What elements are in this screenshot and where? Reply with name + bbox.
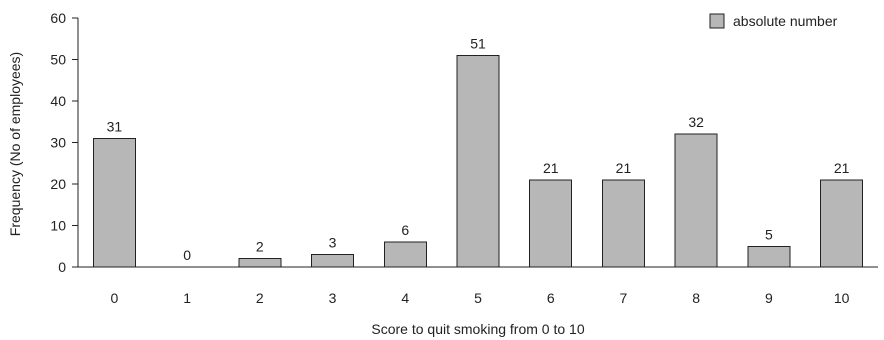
- data-label: 5: [765, 226, 773, 242]
- data-label: 21: [616, 160, 632, 176]
- legend: absolute number: [709, 13, 838, 29]
- bar: [456, 54, 500, 268]
- plot-area: 0 10 20 30 40 50 60 31 0 0 1 2 2 3 3 6 4 51 5 21 6 21 7 32 8 5 9 21…: [50, 10, 878, 306]
- data-label: 32: [688, 114, 704, 130]
- data-label: 3: [329, 235, 337, 251]
- x-tick-label: 0: [110, 290, 118, 306]
- legend-label: absolute number: [733, 13, 838, 29]
- bar: [238, 258, 282, 268]
- x-tick-label: 7: [620, 290, 628, 306]
- y-tick-label: 0: [58, 259, 66, 275]
- x-tick-label: 1: [183, 290, 191, 306]
- data-label: 51: [470, 35, 486, 51]
- x-tick-label: 10: [834, 290, 850, 306]
- y-tick-label: 40: [50, 93, 66, 109]
- bar: [529, 179, 573, 268]
- x-tick-label: 5: [474, 290, 482, 306]
- x-tick-label: 8: [692, 290, 700, 306]
- bar: [747, 245, 791, 268]
- data-label: 21: [543, 160, 559, 176]
- data-label: 21: [834, 160, 850, 176]
- data-label: 31: [107, 118, 123, 134]
- y-tick-label: 60: [50, 10, 66, 26]
- data-label: 6: [401, 222, 409, 238]
- bar: [674, 133, 718, 268]
- y-tick-label: 10: [50, 218, 66, 234]
- data-label: 0: [183, 247, 191, 263]
- bar: [820, 179, 864, 268]
- y-tick-label: 30: [50, 135, 66, 151]
- x-tick-label: 3: [329, 290, 337, 306]
- x-tick-label: 9: [765, 290, 773, 306]
- bar: [92, 137, 136, 268]
- data-label: 2: [256, 239, 264, 255]
- x-tick-label: 2: [256, 290, 264, 306]
- bar: [311, 254, 355, 268]
- x-tick-label: 4: [401, 290, 409, 306]
- x-tick-label: 6: [547, 290, 555, 306]
- y-axis-label: Frequency (No of employees): [7, 52, 23, 236]
- bar: [601, 179, 645, 268]
- bar: [383, 241, 427, 268]
- x-axis-label: Score to quit smoking from 0 to 10: [371, 321, 584, 337]
- y-tick-label: 50: [50, 52, 66, 68]
- legend-swatch: [709, 13, 725, 29]
- y-tick-label: 20: [50, 176, 66, 192]
